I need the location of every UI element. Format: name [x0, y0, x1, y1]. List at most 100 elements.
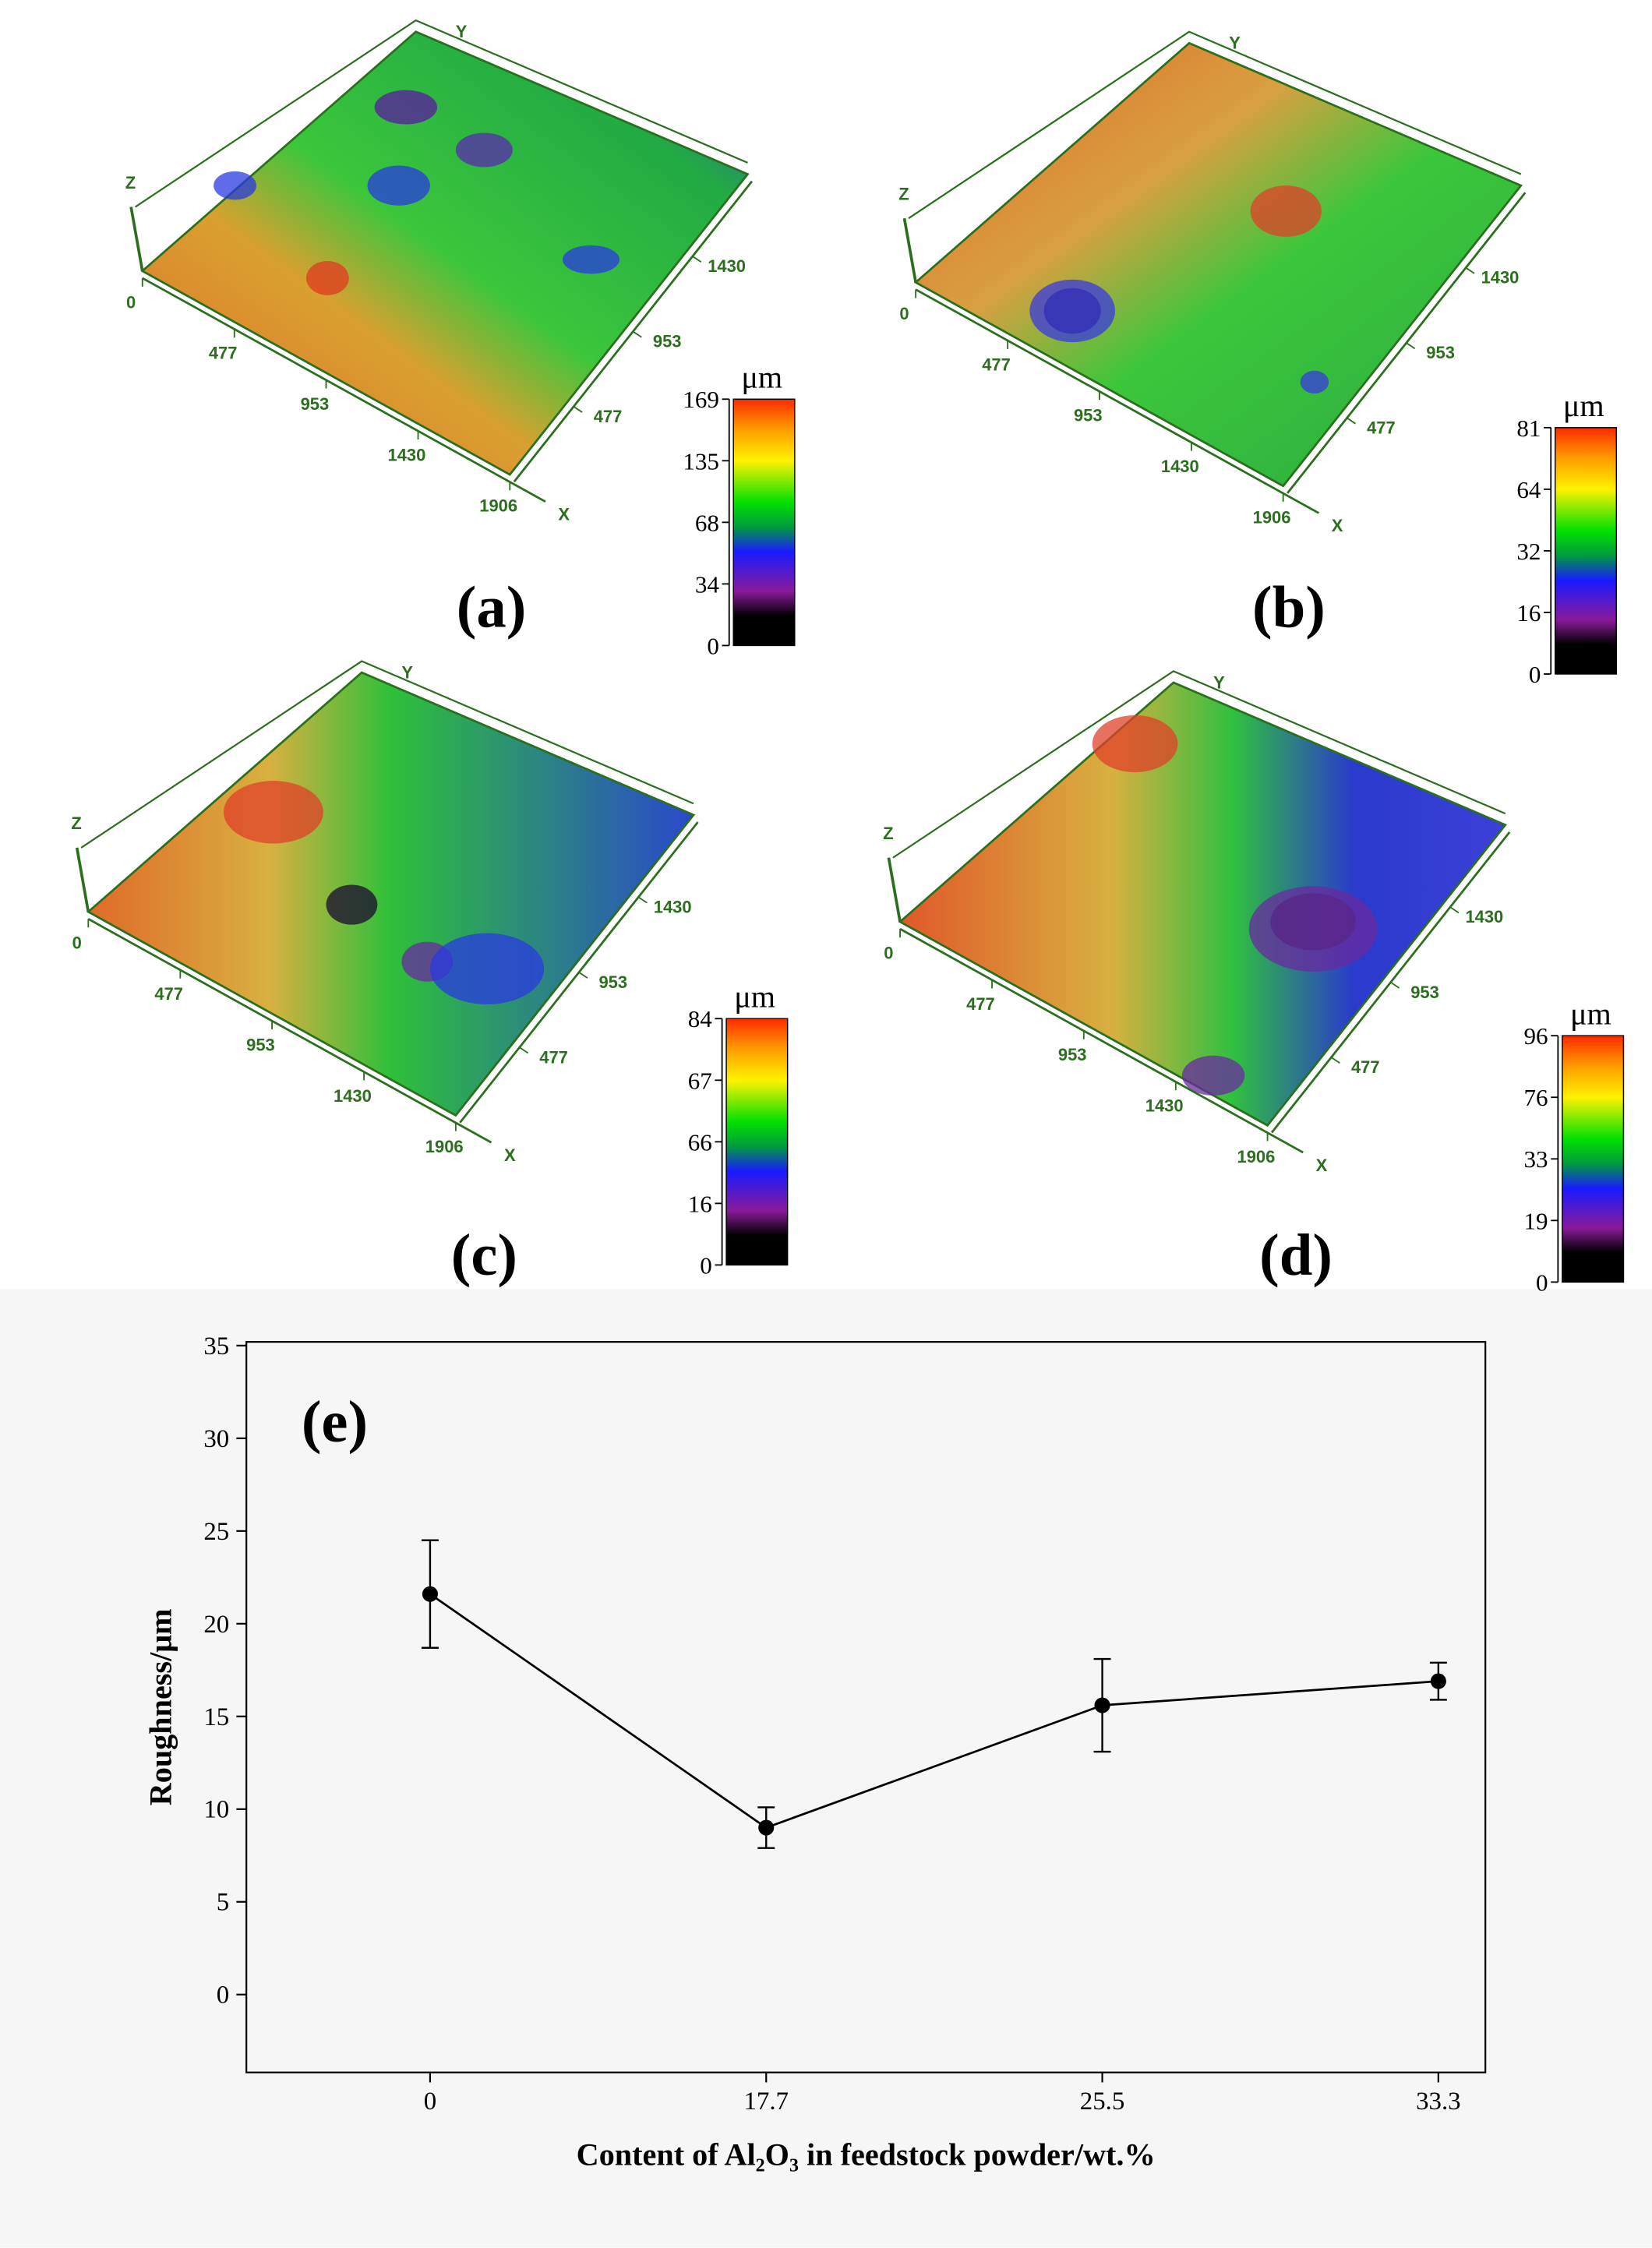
data-line: [429, 1593, 1438, 1830]
panel-label: (c): [451, 1222, 517, 1288]
y-tick-label: 953: [598, 972, 627, 992]
surface-feature: [1250, 185, 1322, 237]
colorbar-label: 81: [1516, 415, 1541, 442]
z-axis: [129, 206, 144, 272]
panel-label: (b): [1252, 574, 1325, 641]
colorbar: [1554, 427, 1618, 675]
y-tick-label: 477: [539, 1047, 568, 1067]
colorbar-label: 34: [695, 570, 720, 598]
x-tick-label: 25.5: [1080, 2087, 1125, 2116]
x-tick-label: 33.3: [1416, 2087, 1461, 2116]
panel-label: (a): [457, 574, 527, 641]
y-tick-label: 1430: [654, 897, 692, 916]
x-tick-label: 953: [1058, 1045, 1087, 1064]
x-tick-label: 953: [246, 1035, 275, 1054]
x-axis: [915, 288, 1320, 514]
x-axis-name: X: [558, 505, 570, 524]
y-tick-label: 15: [203, 1703, 229, 1731]
surface-feature: [1300, 370, 1329, 393]
box-edge: [908, 30, 1522, 220]
surface-feature: [223, 781, 323, 844]
surface-feature: [1092, 715, 1178, 773]
colorbar-label: 19: [1524, 1207, 1548, 1234]
y-tick-label: 25: [203, 1518, 229, 1546]
colorbar-unit: μm: [734, 979, 775, 1015]
x-tick-label: 1906: [479, 496, 517, 516]
y-tick-label: 953: [1410, 983, 1439, 1002]
y-tick-label: 953: [1426, 343, 1455, 362]
x-axis-name: X: [504, 1145, 516, 1165]
colorbar-label: 0: [707, 632, 719, 659]
surface-panel: 0 477 953 1430 1906 477 953 1430 X Y Zμm 84 67 66 16 0 (…: [71, 660, 789, 1288]
colorbar-label: 68: [695, 509, 719, 536]
x-tick-label: 0: [126, 292, 136, 312]
y-tick: [1390, 981, 1400, 989]
colorbar-unit: μm: [741, 360, 782, 395]
x-tick-label: 1430: [1161, 457, 1199, 476]
x-tick-label: 0: [899, 304, 909, 323]
surface-feature: [326, 884, 378, 925]
chart-background: [0, 1289, 1652, 2248]
x-tick-label: 953: [301, 394, 330, 414]
y-axis-name: Y: [1213, 672, 1225, 692]
x-tick-label: 1430: [334, 1086, 372, 1106]
y-tick: [1330, 1057, 1340, 1064]
data-point: [1094, 1697, 1110, 1713]
y-axis-name: Y: [401, 662, 413, 682]
x-tick-label: 1906: [425, 1137, 464, 1156]
z-axis: [75, 847, 90, 912]
z-axis-name: Z: [898, 184, 909, 203]
colorbar-label: 32: [1516, 538, 1541, 565]
colorbar-label: 33: [1524, 1145, 1548, 1173]
x-tick-label: 477: [966, 994, 995, 1014]
y-tick-label: 20: [203, 1611, 229, 1639]
y-tick: [632, 330, 642, 338]
surface-feature: [429, 933, 545, 1004]
panel-label: (e): [302, 1389, 368, 1455]
x-axis: [899, 927, 1304, 1154]
z-axis-name: Z: [883, 824, 893, 843]
y-tick-label: 1430: [1481, 268, 1520, 288]
x-tick-label: 17.7: [743, 2087, 789, 2116]
y-tick: [1449, 906, 1460, 914]
surface: [913, 41, 1523, 488]
surface-feature: [367, 165, 430, 206]
surface: [898, 681, 1507, 1128]
surface: [86, 671, 696, 1117]
x-axis: [87, 918, 492, 1144]
y-tick-label: 1430: [1465, 907, 1503, 926]
colorbar-label: 76: [1524, 1084, 1548, 1111]
x-tick-label: 1430: [1145, 1096, 1184, 1116]
colorbar: [732, 398, 796, 647]
x-axis: [142, 277, 546, 503]
surface-panel: 0 477 953 1430 1906 477 953 1430 X Y Zμm 81 64 32 16 0 (…: [898, 30, 1618, 688]
x-tick-label: 477: [154, 984, 183, 1004]
y-tick: [1406, 342, 1416, 350]
y-axis-title: Roughness/μm: [143, 1608, 178, 1805]
y-tick: [1347, 417, 1356, 425]
surface-feature: [1248, 886, 1378, 972]
z-axis: [887, 857, 902, 923]
colorbar-label: 169: [683, 386, 719, 413]
z-axis: [902, 217, 917, 283]
x-tick-label: 477: [209, 344, 238, 363]
x-tick-label: 1430: [388, 445, 426, 464]
data-point: [758, 1819, 775, 1836]
colorbar-label: 16: [1516, 599, 1541, 626]
surface-feature: [214, 171, 256, 200]
data-point: [1430, 1673, 1446, 1689]
surface-feature: [455, 132, 513, 168]
box-edge: [80, 660, 694, 849]
y-tick-label: 35: [203, 1332, 229, 1360]
colorbar: [1562, 1035, 1625, 1283]
colorbar-label: 96: [1524, 1022, 1548, 1050]
surface-feature: [374, 90, 438, 125]
y-tick-label: 953: [653, 332, 682, 351]
roughness-chart: 0 5 10 15 20 25 30 35 0 17.7 25.5 33.3 Content of Al…: [143, 1332, 1487, 2172]
x-tick-label: 1906: [1253, 507, 1291, 527]
y-tick: [1465, 266, 1475, 274]
x-axis-title: Content of Al₂O₃ in feedstock powder/wt.…: [577, 2137, 1156, 2172]
y-tick: [519, 1046, 529, 1054]
y-tick: [692, 256, 702, 263]
box-edge: [892, 670, 1506, 859]
